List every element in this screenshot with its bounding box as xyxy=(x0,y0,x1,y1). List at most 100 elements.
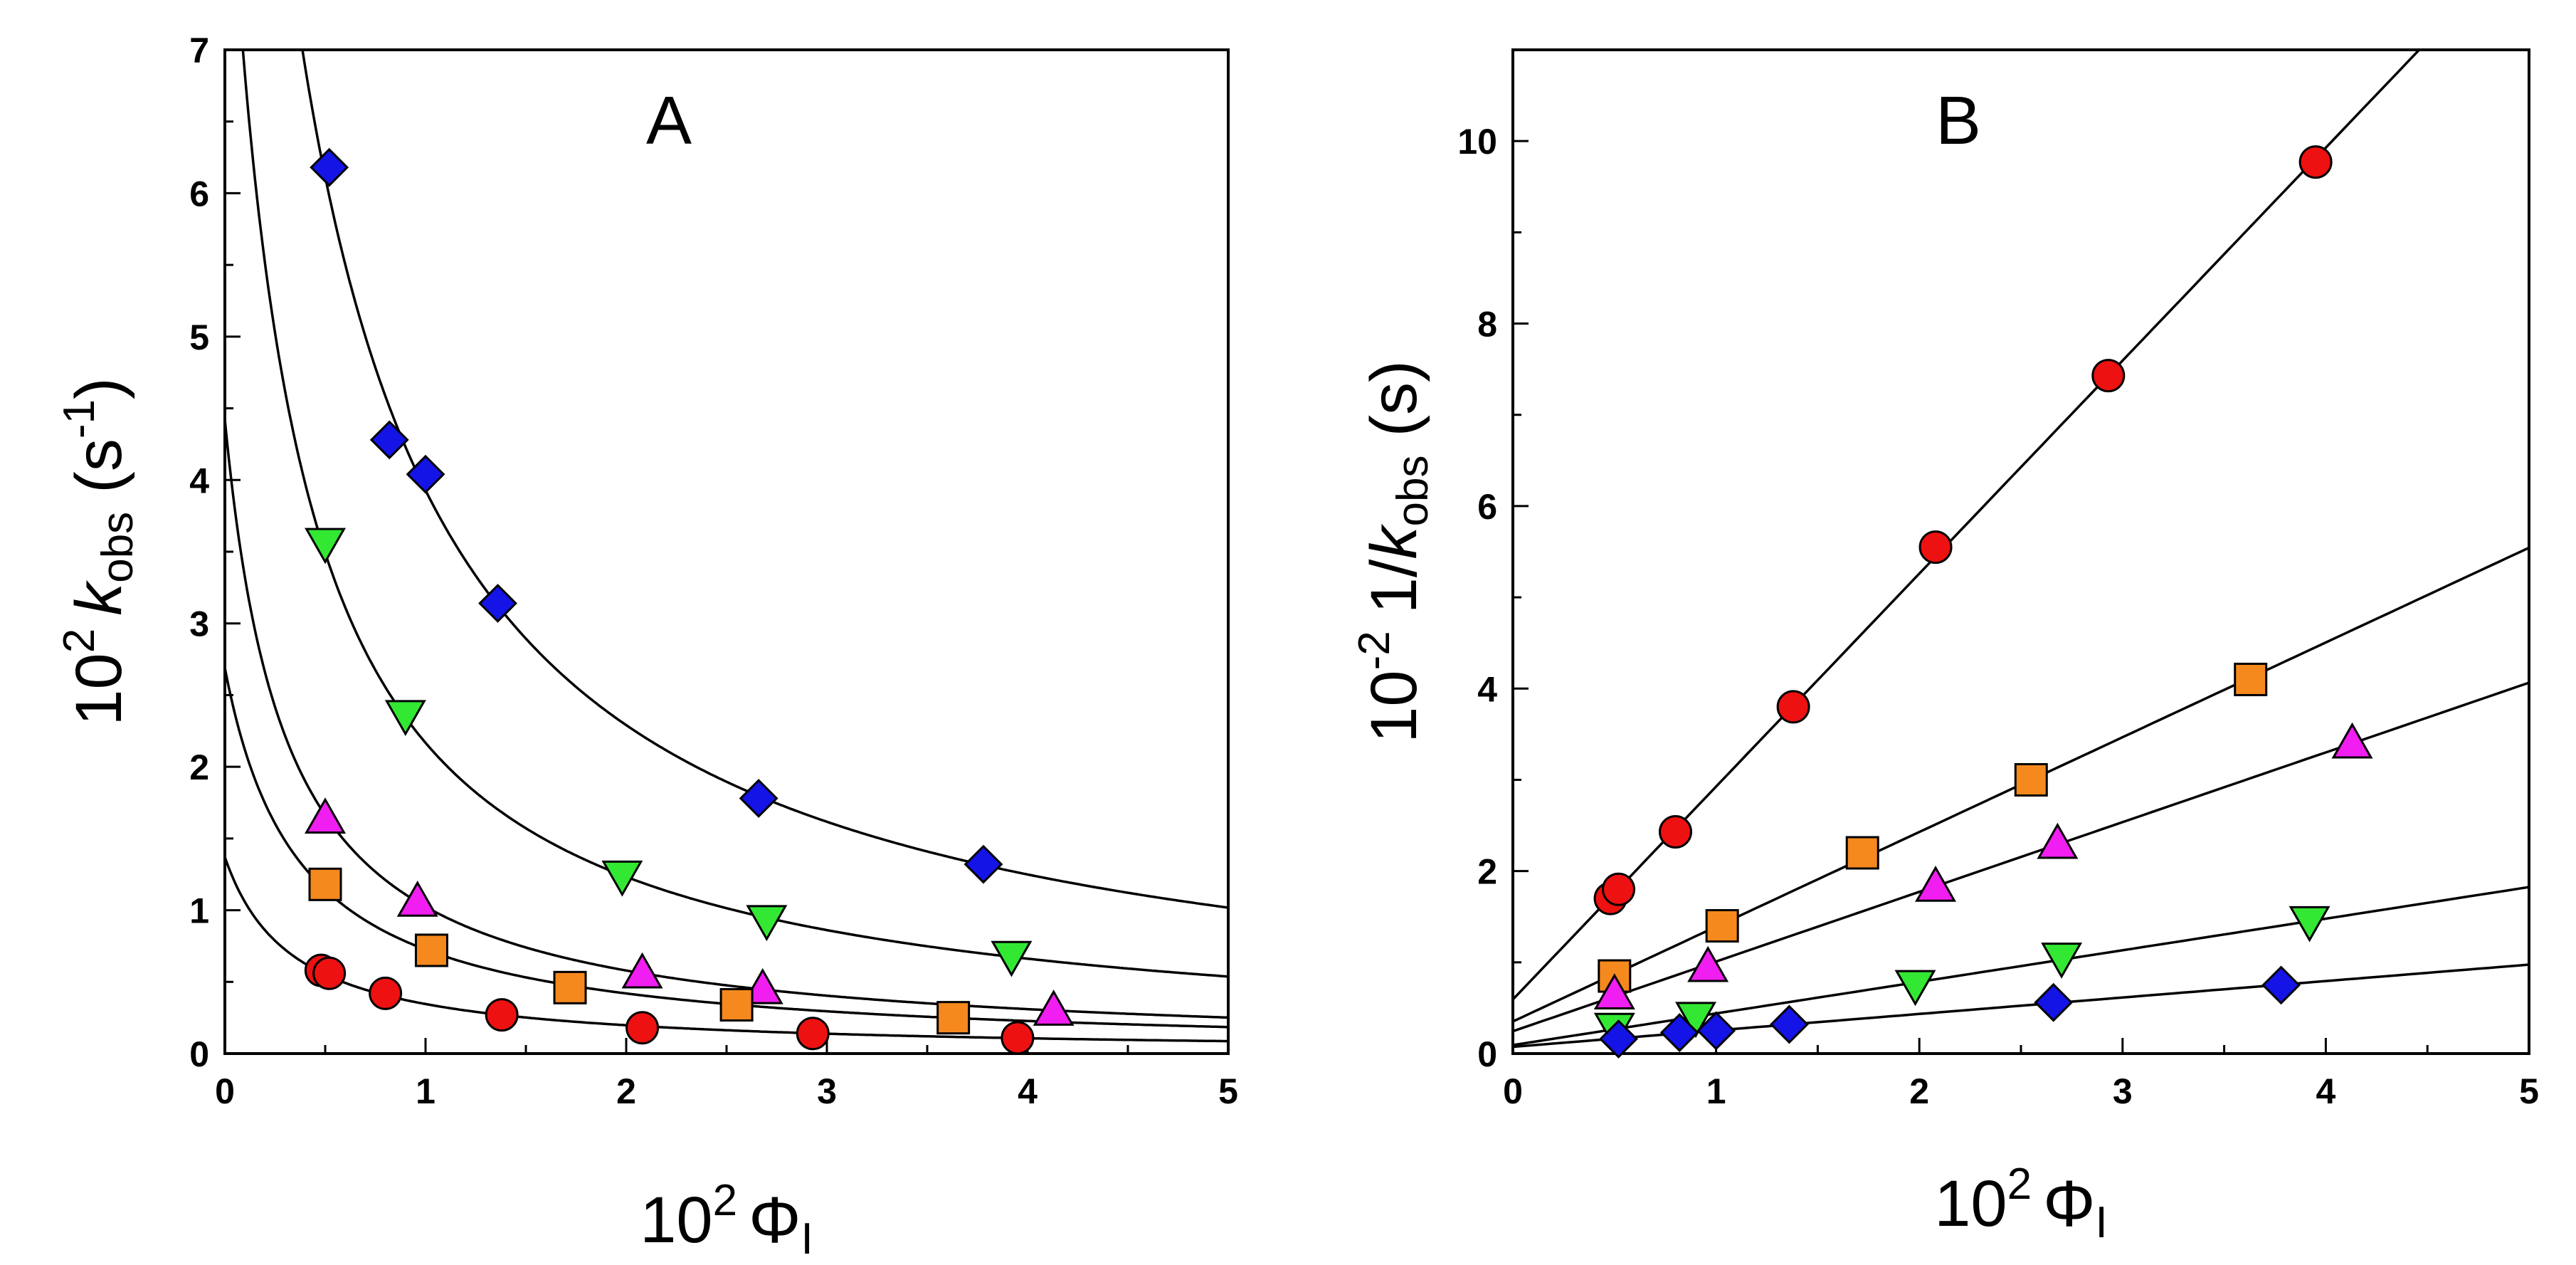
panel-a-x-tick-label: 2 xyxy=(616,1071,636,1111)
panel-b-point-circle xyxy=(1602,872,1636,906)
panel-a-fit-line-diamond xyxy=(301,50,1228,909)
panel-a-y-tick-label: 4 xyxy=(189,461,209,500)
panel-b-y-tick-label: 8 xyxy=(1477,305,1497,345)
panel-b-y-unit: (s) xyxy=(1358,360,1430,436)
panel-a-point-square xyxy=(553,970,587,1004)
panel-a-point-circle xyxy=(485,998,519,1032)
panel-b-point-triangle-up xyxy=(2331,722,2373,759)
panel-b-point-circle xyxy=(2298,145,2333,179)
panel-a-point-triangle-up xyxy=(621,952,663,989)
panel-a-y-tick-label: 1 xyxy=(189,891,209,931)
panel-a-point-diamond xyxy=(310,147,349,187)
panel-a-point-triangle-up xyxy=(396,881,438,917)
panel-b-markers xyxy=(1593,145,2373,1059)
panel-b-label: B xyxy=(1936,83,1981,159)
panel-a-fit-line-triangle-up xyxy=(225,419,1228,1019)
panel-a-y-tick-label: 5 xyxy=(189,317,209,357)
panel-a-frame xyxy=(223,48,1230,1055)
panel-b-point-circle xyxy=(1776,690,1810,724)
panel-b-point-triangle-up xyxy=(1687,945,1729,982)
panel-b-x-tick-label: 2 xyxy=(1909,1071,1929,1111)
panel-a-point-circle xyxy=(796,1017,830,1051)
panel-a-x-tick-label: 3 xyxy=(817,1071,837,1111)
panel-a-x-exp: 2 xyxy=(713,1176,737,1225)
panel-a-point-circle xyxy=(625,1011,660,1045)
panel-b-point-triangle-down xyxy=(2289,906,2330,943)
panel-b-x-tick-label: 5 xyxy=(2519,1071,2539,1111)
panel-b-point-square xyxy=(2234,662,2268,696)
panel-b-point-triangle-down xyxy=(2041,943,2083,979)
panel-b-point-square xyxy=(1845,836,1879,870)
panel-a-y-prefix: 10 xyxy=(63,653,135,725)
panel-a-y-axis-title: 102 kobs (s-1) xyxy=(55,377,142,725)
panel-a-x-symbol: Φ xyxy=(749,1184,801,1256)
panel-b-x-axis-title: 102 ΦI xyxy=(1934,1160,2107,1247)
panel-b-y-tick-label: 10 xyxy=(1457,122,1497,162)
panel-b-frame xyxy=(1511,48,2530,1055)
panel-b-point-triangle-up xyxy=(1593,973,1635,1009)
panel-a-y-unit-close: ) xyxy=(63,377,135,399)
panel-a-point-triangle-up xyxy=(305,797,346,834)
panel-a-point-triangle-down xyxy=(305,527,346,565)
panel-a-point-circle xyxy=(312,956,347,990)
panel-a-x-tick-label: 4 xyxy=(1018,1071,1038,1111)
panel-a-point-square xyxy=(936,1001,971,1035)
panel-a-x-tick-label: 1 xyxy=(416,1071,436,1111)
panel-b-x-tick-label: 1 xyxy=(1706,1071,1726,1111)
panel-a-y-sub: obs xyxy=(93,512,142,583)
panel-b-x-prefix: 10 xyxy=(1934,1167,2007,1240)
panel-a-point-square xyxy=(308,867,342,901)
panel-a-fit-line-triangle-down xyxy=(241,50,1228,978)
panel-b-x-tick-label: 3 xyxy=(2113,1071,2133,1111)
panel-a-fit-curves xyxy=(225,50,1228,1043)
panel-a-x-sub: I xyxy=(801,1214,813,1264)
panel-b-y-symbol-num: 1/ xyxy=(1358,559,1430,614)
panel-a-point-diamond xyxy=(964,844,1003,884)
panel-a-y-tick-label: 0 xyxy=(189,1034,209,1074)
panel-b-point-diamond xyxy=(1659,1013,1699,1052)
panel-a-y-tick-label: 7 xyxy=(189,31,209,70)
panel-b-point-triangle-up xyxy=(2037,822,2079,859)
panel-b-y-axis-title: 10-2 1/kobs (s) xyxy=(1350,360,1437,742)
panel-b-point-circle xyxy=(1918,530,1953,565)
panel-b-x-sub: I xyxy=(2096,1198,2108,1247)
panel-b-x-tick-label: 0 xyxy=(1503,1071,1523,1111)
panel-b-fit-line-triangle-down xyxy=(1513,886,2529,1046)
panel-a-ticks: 0 1 2 3 4 5 0 1 2 3 4 5 6 7 xyxy=(189,31,1238,1111)
panel-b-fit-line-circle xyxy=(1513,50,2422,1001)
panel-a-point-triangle-down xyxy=(746,905,788,942)
panel-b-y-tick-label: 4 xyxy=(1477,669,1497,709)
panel-b-y-tick-label: 6 xyxy=(1477,487,1497,527)
panel-a-point-square xyxy=(414,933,448,967)
panel-a-y-tick-label: 2 xyxy=(189,747,209,787)
panel-b-point-square xyxy=(1705,909,1739,943)
panel-a-y-tick-label: 6 xyxy=(189,174,209,214)
panel-b-point-triangle-down xyxy=(1675,1002,1717,1039)
panel-a-point-square xyxy=(719,988,754,1022)
panel-b-point-triangle-down xyxy=(1894,970,1936,1007)
panel-b-x-symbol: Φ xyxy=(2043,1167,2095,1240)
panel-a-y-tick-label: 3 xyxy=(189,604,209,644)
panel-a-y-unit-open: (s xyxy=(63,439,135,493)
panel-b-y-tick-label: 2 xyxy=(1477,852,1497,892)
panel-b-x-tick-label: 4 xyxy=(2316,1071,2335,1111)
panel-a-x-tick-label: 5 xyxy=(1218,1071,1238,1111)
panel-a-point-triangle-down xyxy=(601,860,643,897)
panel-a-label: A xyxy=(646,83,692,159)
panel-b-y-tick-label: 0 xyxy=(1477,1034,1497,1074)
panel-b-point-diamond xyxy=(1696,1011,1736,1051)
panel-b-x-exp: 2 xyxy=(2007,1160,2032,1209)
panel-b-point-diamond xyxy=(2261,965,2301,1005)
panel-a-point-circle xyxy=(1001,1021,1035,1055)
panel-b-point-square xyxy=(2014,762,2048,797)
panel-a-y-unit-exp: -1 xyxy=(55,399,104,439)
panel-a-fit-line-square xyxy=(225,667,1228,1029)
panel-b-fit-line-triangle-up xyxy=(1513,681,2529,1033)
panel-a-point-triangle-down xyxy=(384,700,426,737)
panel-b-y-symbol-k: k xyxy=(1358,524,1430,560)
panel-a-point-diamond xyxy=(478,584,517,623)
panel-a-point-diamond xyxy=(406,454,445,494)
panel-b-point-diamond xyxy=(2034,982,2074,1022)
